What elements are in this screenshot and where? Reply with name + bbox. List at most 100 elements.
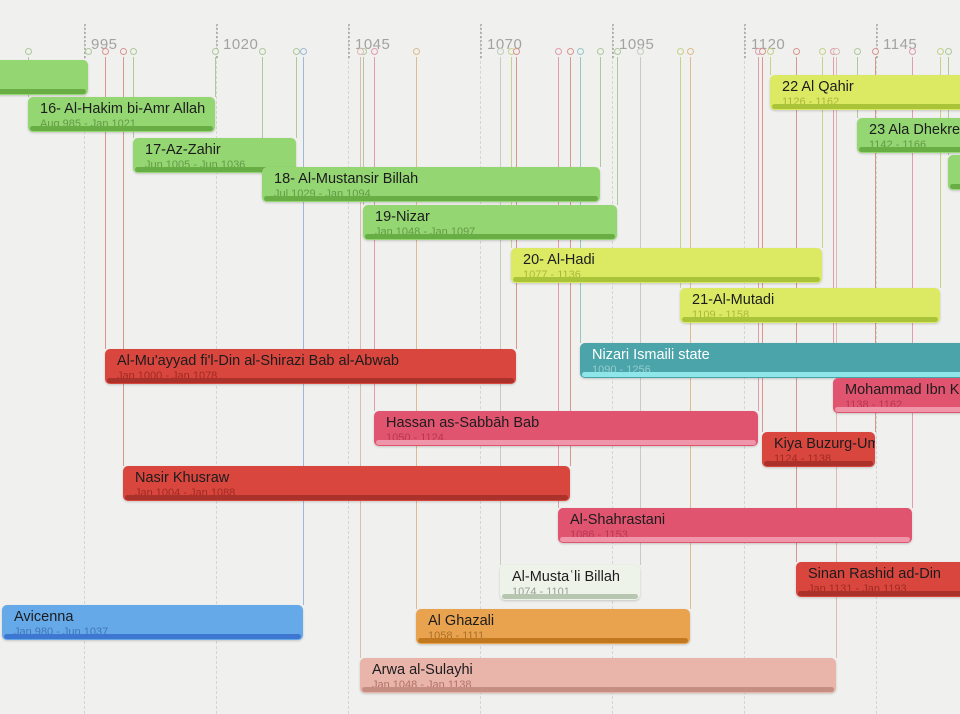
bar-bottom-edge xyxy=(135,167,294,172)
timeline-bar[interactable]: Arwa al-Sulayhi Jan 1048 - Jan 1138 xyxy=(360,658,836,693)
event-marker-circle xyxy=(908,48,916,55)
event-marker-circle xyxy=(412,48,420,55)
bar-label: Nasir Khusraw xyxy=(135,470,230,486)
axis-year-label: 1145 xyxy=(883,36,918,53)
event-line xyxy=(363,57,364,205)
bar-bottom-edge xyxy=(764,461,873,466)
gridline-tick-dots xyxy=(83,24,86,58)
bar-label: 18- Al-Mustansir Billah xyxy=(274,171,419,187)
bar-bottom-edge xyxy=(418,638,688,643)
event-marker-circle xyxy=(613,48,621,55)
timeline-bar[interactable]: Al-Shahrastani 1086 - 1153 xyxy=(558,508,912,543)
timeline-bar[interactable] xyxy=(0,60,88,95)
bar-bottom-edge xyxy=(365,234,615,239)
timeline-bar[interactable]: 19-Nizar Jan 1048 - Jan 1097 xyxy=(363,205,617,240)
event-line xyxy=(680,57,681,288)
bar-bottom-edge xyxy=(4,634,301,639)
timeline-bar[interactable]: Avicenna Jan 980 - Jun 1037 xyxy=(2,605,303,640)
bar-bottom-edge xyxy=(772,104,960,109)
bar-label: Nizari Ismaili state xyxy=(592,347,710,363)
bar-bottom-edge xyxy=(107,378,514,383)
bar-bottom-edge xyxy=(950,184,960,189)
bar-label: Avicenna xyxy=(14,609,74,625)
timeline-bar[interactable]: 20- Al-Hadi 1077 - 1136 xyxy=(511,248,822,283)
gridline-tick-dots xyxy=(347,24,350,58)
event-marker-circle xyxy=(554,48,562,55)
bar-bottom-edge xyxy=(582,372,960,377)
event-marker-circle xyxy=(129,48,137,55)
event-marker-circle xyxy=(853,48,861,55)
timeline-bar[interactable]: Al-Mustaʿli Billah 1074 - 1101 xyxy=(500,565,640,600)
event-marker-circle xyxy=(84,48,92,55)
bar-label: Kiya Buzurg-Ummid... xyxy=(774,436,875,452)
event-marker-circle xyxy=(792,48,800,55)
bar-label: Al-Mu'ayyad fi'l-Din al-Shirazi Bab al-A… xyxy=(117,353,399,369)
bar-bottom-edge xyxy=(835,407,960,412)
bar-bottom-edge xyxy=(362,687,834,692)
event-line xyxy=(822,57,823,248)
bar-label: 23 Ala Dhekrehree's S xyxy=(869,122,960,138)
event-line xyxy=(762,57,763,432)
timeline-bar[interactable]: 22 Al Qahir 1126 - 1162 xyxy=(770,75,960,110)
bar-bottom-edge xyxy=(264,196,598,201)
event-marker-circle xyxy=(211,48,219,55)
event-line xyxy=(516,57,517,349)
event-line xyxy=(640,57,641,565)
timeline-bar[interactable]: Kiya Buzurg-Ummid...1124 - 1138 xyxy=(762,432,875,467)
event-line xyxy=(770,57,771,75)
timeline-bar[interactable]: Nizari Ismaili state 1090 - 1256 xyxy=(580,343,960,378)
bar-label: 17-Az-Zahir xyxy=(145,142,221,158)
bar-label: Arwa al-Sulayhi xyxy=(372,662,473,678)
event-marker-circle xyxy=(512,48,520,55)
timeline-bar[interactable]: 21-Al-Mutadi 1109 - 1158 xyxy=(680,288,940,323)
timeline-bar[interactable]: Hassan as-Sabbāh Bab 1050 - 1124 xyxy=(374,411,758,446)
event-line xyxy=(500,57,501,565)
bar-label: Al Ghazali xyxy=(428,613,495,629)
bar-label: Al-Mustaʿli Billah xyxy=(512,569,620,585)
event-marker-circle xyxy=(258,48,266,55)
timeline-bar[interactable]: Nasir Khusraw Jan 1004 - Jan 1088 xyxy=(123,466,570,501)
timeline-bar[interactable]: 18- Al-Mustansir Billah Jul 1029 - Jan 10… xyxy=(262,167,600,202)
event-marker-circle xyxy=(566,48,574,55)
event-marker-circle xyxy=(101,48,109,55)
axis-year-label: 995 xyxy=(91,36,118,53)
event-marker-circle xyxy=(576,48,584,55)
event-marker-circle xyxy=(758,48,766,55)
timeline-bar[interactable]: 23 Ala Dhekrehree's S1142 - 1166 xyxy=(857,118,960,153)
bar-label: Hassan as-Sabbāh Bab xyxy=(386,415,540,431)
event-marker-circle xyxy=(766,48,774,55)
timeline-bar[interactable]: Al Ghazali 1058 - 1111 xyxy=(416,609,690,644)
event-marker-circle xyxy=(596,48,604,55)
event-line xyxy=(215,57,216,97)
gridline-tick-dots xyxy=(215,24,218,58)
gridline-tick-dots xyxy=(479,24,482,58)
bar-bottom-edge xyxy=(0,89,86,94)
event-marker-circle xyxy=(944,48,952,55)
event-line xyxy=(416,57,417,609)
event-marker-circle xyxy=(686,48,694,55)
event-marker-circle xyxy=(24,48,32,55)
axis-year-label: 1020 xyxy=(223,36,259,53)
timeline-bar[interactable]: Sinan Rashid ad-Din Jan 1131 - Jan 1193 xyxy=(796,562,960,597)
event-line xyxy=(690,57,691,609)
bar-bottom-edge xyxy=(513,277,820,282)
bar-label: 22 Al Qahir xyxy=(782,79,854,95)
event-marker-circle xyxy=(871,48,879,55)
event-line xyxy=(600,57,601,167)
event-line xyxy=(875,57,876,432)
timeline-bar[interactable]: Mohammad Ibn Kiya B...1138 - 1162 xyxy=(833,378,960,413)
bar-bottom-edge xyxy=(798,591,960,596)
gridline-tick-dots xyxy=(611,24,614,58)
event-marker-circle xyxy=(292,48,300,55)
event-line xyxy=(105,57,106,349)
bar-bottom-edge xyxy=(859,147,960,152)
bar-label: 21-Al-Mutadi xyxy=(692,292,775,308)
timeline-bar[interactable]: 16- Al-Hakim bi-Amr Allah Aug 985 - Jan 1… xyxy=(28,97,215,132)
event-line xyxy=(296,57,297,138)
gridline xyxy=(84,26,85,714)
bar-bottom-edge xyxy=(560,537,910,542)
timeline-bar[interactable] xyxy=(948,155,960,190)
timeline-bar[interactable]: Al-Mu'ayyad fi'l-Din al-Shirazi Bab al-A… xyxy=(105,349,516,384)
event-line xyxy=(262,57,263,167)
event-marker-circle xyxy=(676,48,684,55)
